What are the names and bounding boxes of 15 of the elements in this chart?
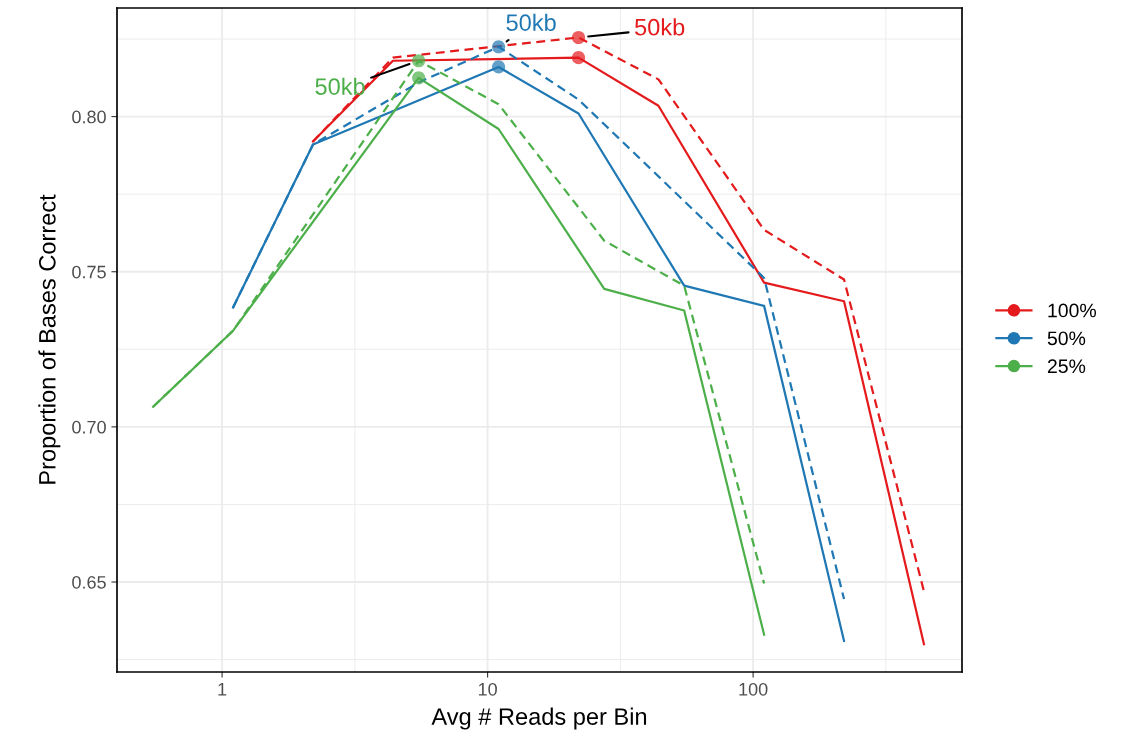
y-tick-label: 0.70 bbox=[72, 420, 106, 434]
y-tick-label: 0.65 bbox=[72, 575, 106, 589]
annotation: 50kb bbox=[506, 13, 556, 32]
y-tick-label: 0.75 bbox=[72, 265, 106, 279]
legend-label: 100% bbox=[1048, 303, 1096, 318]
y-axis-title: Proportion of Bases Correct bbox=[38, 194, 61, 484]
x-tick-label: 100 bbox=[739, 682, 768, 696]
x-tick-label: 10 bbox=[478, 682, 497, 696]
legend-label: 25% bbox=[1047, 359, 1086, 374]
x-axis-title: Avg # Reads per Bin bbox=[431, 707, 647, 730]
legend-label: 50% bbox=[1047, 331, 1086, 346]
annotation: 50kb bbox=[315, 77, 365, 95]
annotation: 50kb bbox=[635, 18, 685, 36]
y-tick-label: 0.80 bbox=[72, 110, 106, 124]
x-tick-label: 1 bbox=[218, 683, 227, 696]
